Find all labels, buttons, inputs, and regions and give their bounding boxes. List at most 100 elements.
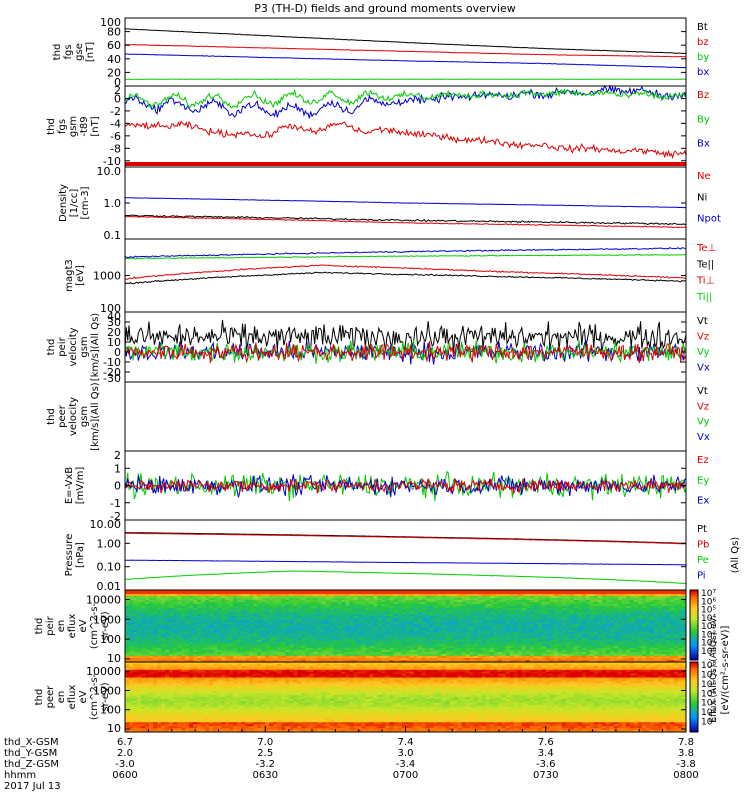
legend-label: Vy: [697, 417, 710, 428]
y-axis-label: [1/cc]: [69, 189, 80, 218]
legend-label: bx: [697, 67, 709, 78]
panel-frame: [125, 18, 686, 86]
y-tick-label: 0.10: [97, 561, 122, 574]
panel-frame: [125, 382, 686, 451]
legend-label: by: [697, 52, 709, 63]
y-axis-label: [nT]: [90, 116, 101, 136]
legend-label: Ex: [697, 496, 709, 507]
y-axis-label: gse: [74, 43, 85, 61]
y-axis-label: magt3: [64, 259, 75, 292]
legend-label: Bz: [697, 90, 709, 101]
extra-label: (All Qs): [730, 537, 741, 574]
legend-label: Npot: [697, 214, 721, 225]
figure-title: P3 (TH-D) fields and ground moments over…: [254, 2, 516, 15]
y-axis-label: gsm: [68, 116, 79, 137]
legend-label: Bx: [697, 139, 710, 150]
y-tick-label: 60: [107, 39, 121, 52]
y-axis-label: [eV]: [75, 265, 86, 286]
series-Npot: [125, 198, 686, 208]
y-tick-label: 100: [100, 16, 121, 29]
legend-label: Pt: [697, 524, 707, 535]
y-tick-label: 10.00: [90, 518, 122, 531]
legend-label: Ti||: [696, 292, 712, 303]
y-tick-label: -2: [110, 105, 121, 118]
y-axis-label: fgs: [57, 119, 68, 134]
y-tick-label: -6: [110, 130, 121, 143]
y-axis-label: [cm-3]: [80, 186, 91, 219]
legend-label: Vx: [697, 432, 710, 443]
y-tick-label: 0.01: [97, 580, 122, 593]
y-axis-label: [mV/m]: [75, 467, 86, 505]
y-tick-label: 0: [114, 480, 121, 493]
legend-label: Te⊥: [696, 243, 716, 254]
y-axis-label: thd: [46, 118, 57, 135]
y-tick-label: 2: [114, 84, 121, 97]
legend-label: Ez: [697, 455, 709, 466]
series-Ni: [125, 215, 686, 225]
y-axis-label: gsm: [79, 406, 90, 427]
y-axis-label: Density: [58, 184, 69, 222]
series-Bz: [125, 121, 686, 157]
legend-label: Vt: [697, 316, 708, 327]
y-tick-label: 1: [114, 462, 121, 475]
series-bx: [125, 79, 686, 80]
y-axis-label: E=-VxB: [64, 467, 75, 504]
series-Pb: [125, 533, 686, 544]
red-band: [125, 162, 686, 166]
y-axis-label: [km/s](All Qs): [90, 382, 101, 450]
y-axis-label: peer: [57, 404, 68, 428]
y-tick-label: -8: [110, 142, 121, 155]
y-tick-label: 40: [107, 53, 121, 66]
legend-label: bz: [697, 37, 709, 48]
legend-label: Bt: [697, 22, 708, 33]
panel-frame: [125, 86, 686, 167]
series-Te-par: [125, 272, 686, 284]
y-axis-label: -t89: [79, 116, 90, 136]
y-axis-label: Pressure: [64, 534, 75, 577]
y-axis-label: [nT]: [85, 42, 96, 62]
y-axis-label: thd: [46, 408, 57, 425]
y-tick-label: 1000: [93, 270, 121, 283]
legend-label: Pe: [697, 555, 709, 566]
y-tick-label: -4: [110, 117, 121, 130]
legend-label: Pb: [697, 540, 709, 551]
legend-label: Ey: [697, 475, 709, 486]
y-axis-label: thd: [52, 44, 63, 61]
legend-label: Ni: [697, 192, 707, 203]
legend-label: Vx: [697, 363, 710, 374]
y-axis-label: gsm: [79, 336, 90, 357]
y-axis-label: thd: [46, 339, 57, 356]
legend-label: Ti⊥: [696, 276, 714, 287]
y-tick-label: 10.0: [97, 165, 122, 178]
series-Ne: [125, 216, 686, 227]
series-Bt: [125, 29, 686, 54]
legend-label: Ne: [697, 171, 711, 182]
series-Bx: [125, 86, 686, 118]
legend-label: Vz: [697, 332, 709, 343]
y-tick-label: 20: [107, 66, 121, 79]
y-axis-label: velocity: [68, 397, 79, 436]
y-axis-label: fgs: [63, 44, 74, 59]
y-axis-label: [nPa]: [75, 542, 86, 568]
y-tick-label: 40: [107, 310, 121, 323]
y-axis-label: [km/s](All Qs): [90, 313, 101, 381]
y-tick-label: 1.00: [97, 537, 122, 550]
y-axis-label: velocity: [68, 327, 79, 366]
legend-label: Te||: [696, 259, 714, 270]
legend-label: Pi: [697, 571, 706, 582]
y-axis-label: peir: [57, 336, 68, 356]
series-Pi: [125, 560, 686, 565]
y-tick-label: 0.1: [104, 229, 122, 242]
y-tick-label: 2: [114, 449, 121, 462]
